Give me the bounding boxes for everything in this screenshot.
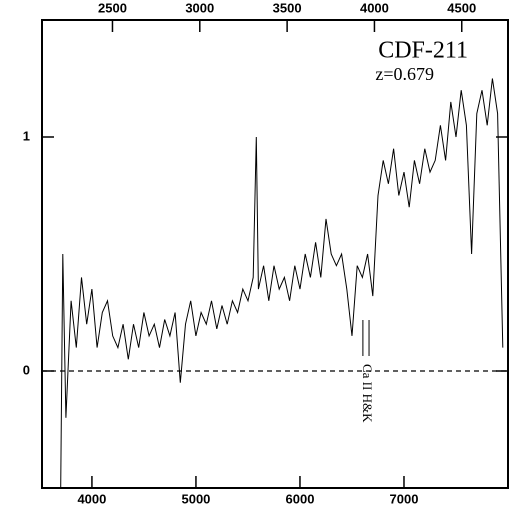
x-tick-label: 6000 — [286, 491, 315, 506]
x2-tick-label: 3500 — [273, 0, 302, 15]
redshift-label: z=0.679 — [375, 64, 434, 84]
x-tick-label: 4000 — [77, 491, 106, 506]
x-tick-label: 5000 — [181, 491, 210, 506]
plot-frame — [41, 19, 509, 489]
x2-tick-label: 4000 — [360, 0, 389, 15]
feature-label: Ca II H&K — [360, 364, 375, 423]
y-tick-label: 1 — [23, 128, 30, 143]
x2-tick-label: 2500 — [98, 0, 127, 15]
x2-tick-label: 3000 — [185, 0, 214, 15]
object-label: CDF-211 — [378, 38, 468, 64]
x-tick-label: 7000 — [390, 491, 419, 506]
spectrum-line — [60, 78, 504, 488]
x2-tick-label: 4500 — [447, 0, 476, 15]
y-tick-label: 0 — [23, 362, 30, 377]
